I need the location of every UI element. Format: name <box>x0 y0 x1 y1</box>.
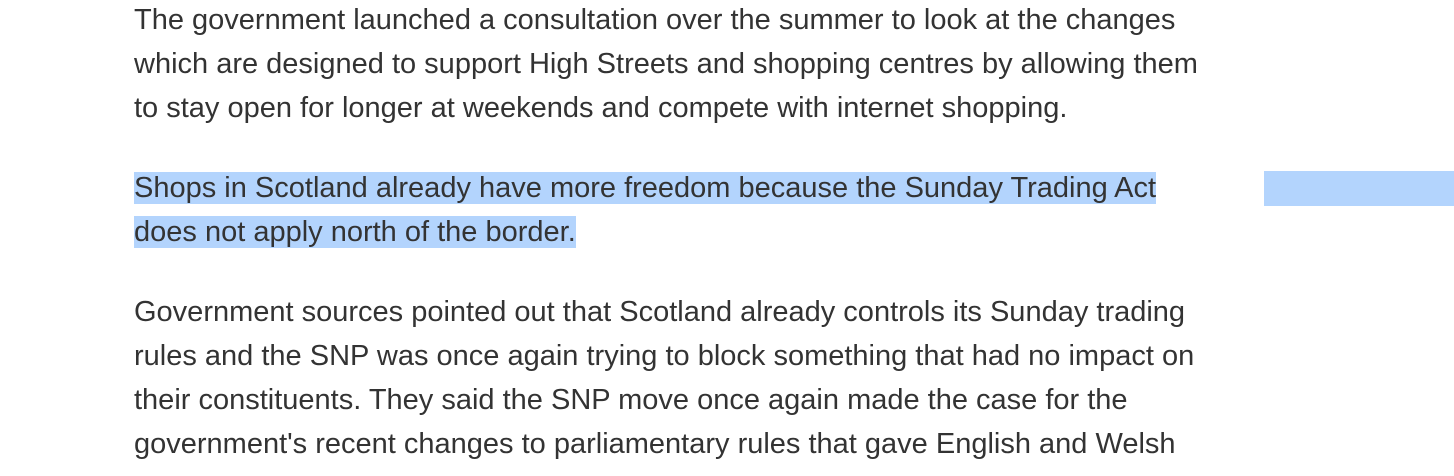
text-selection-highlight <box>1264 171 1454 206</box>
article-paragraph-selected: Shops in Scotland already have more free… <box>134 166 1334 254</box>
article-body: The government launched a consultation o… <box>134 0 1334 466</box>
article-paragraph: Government sources pointed out that Scot… <box>134 296 1195 460</box>
article-paragraph: The government launched a consultation o… <box>134 4 1198 124</box>
selected-text: Shops in Scotland already have more free… <box>134 172 1157 248</box>
